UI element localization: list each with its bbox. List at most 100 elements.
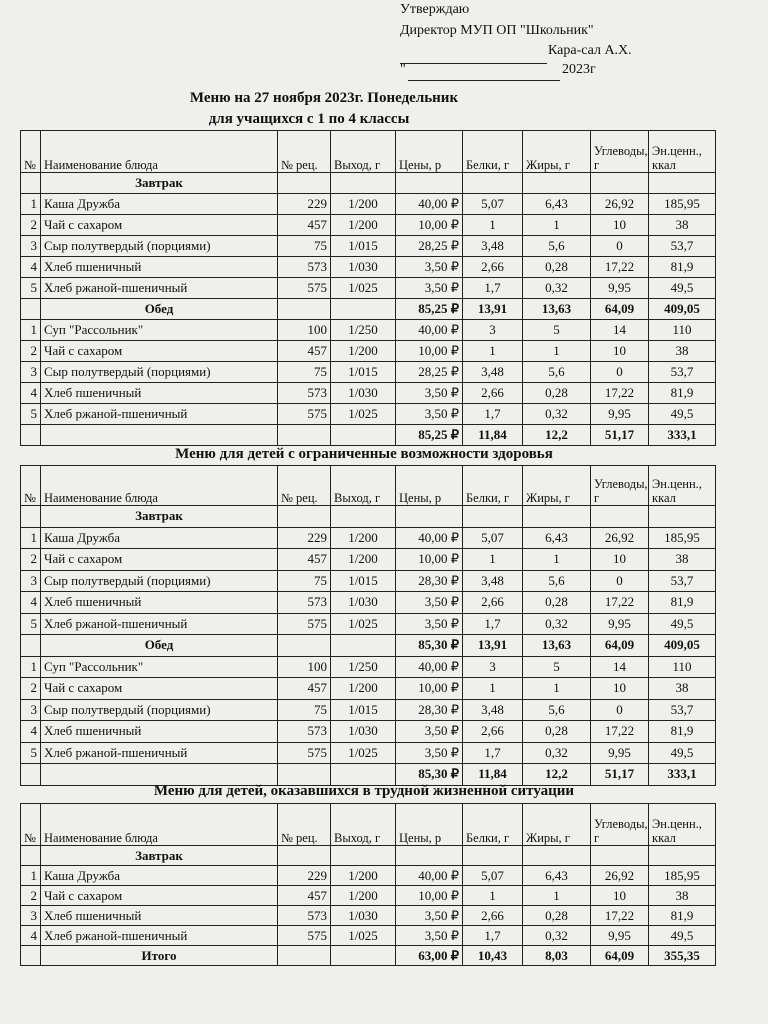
cell: 3 [20, 569, 41, 592]
cell: Итого [40, 945, 278, 966]
cell: Каша Дружба [40, 193, 278, 215]
cell: 75 [277, 569, 331, 592]
header-cell: Цены, р [395, 803, 463, 846]
cell: 100 [277, 655, 331, 678]
header-cell: Выход, г [330, 130, 396, 173]
cell: 0,32 [522, 403, 591, 425]
cell: 81,9 [648, 591, 716, 614]
cell: 3 [20, 235, 41, 257]
cell: Обед [40, 634, 278, 657]
cell: 4 [20, 720, 41, 743]
cell: 9,95 [590, 277, 649, 299]
header-cell: № рец. [277, 465, 331, 506]
cell: 1,7 [462, 277, 523, 299]
cell: Чай с сахаром [40, 214, 278, 236]
header-cell: Эн.ценн., ккал [648, 130, 716, 173]
director-name: Кара-сал А.Х. [548, 43, 632, 58]
cell: 1,7 [462, 741, 523, 764]
cell [20, 298, 41, 320]
cell: Сыр полутвердый (порциями) [40, 235, 278, 257]
cell: Суп "Рассольник" [40, 319, 278, 341]
cell: Хлеб пшеничный [40, 382, 278, 404]
cell [395, 505, 463, 528]
cell: 53,7 [648, 698, 716, 721]
cell: 11,84 [462, 424, 523, 446]
cell [277, 763, 331, 786]
cell: 3 [20, 698, 41, 721]
cell: 49,5 [648, 403, 716, 425]
cell: 5,6 [522, 698, 591, 721]
cell: 5 [20, 277, 41, 299]
cell: 1/030 [330, 905, 396, 926]
cell: 81,9 [648, 720, 716, 743]
cell: Хлеб ржаной-пшеничный [40, 612, 278, 635]
cell: 573 [277, 591, 331, 614]
cell: 1 [20, 319, 41, 341]
cell: 457 [277, 885, 331, 906]
cell: 2,66 [462, 256, 523, 278]
cell: 13,91 [462, 298, 523, 320]
cell: 75 [277, 698, 331, 721]
cell: 1/025 [330, 925, 396, 946]
section-row: Завтрак [20, 172, 716, 194]
cell [40, 424, 278, 446]
header-row: № Наименование блюда № рец. Выход, г Цены, р… [20, 465, 716, 506]
cell: 3,50 ₽ [395, 925, 463, 946]
cell: Обед [40, 298, 278, 320]
cell: 1/015 [330, 569, 396, 592]
cell: 4 [20, 382, 41, 404]
header-cell: № рец. [277, 803, 331, 846]
cell: 1/200 [330, 340, 396, 362]
cell: 12,2 [522, 763, 591, 786]
cell: 5,07 [462, 526, 523, 549]
cell [20, 763, 41, 786]
cell: 28,25 ₽ [395, 361, 463, 383]
item-row: 3 Сыр полутвердый (порциями) 75 1/015 28,30 … [20, 698, 716, 721]
item-row: 1 Каша Дружба 229 1/200 40,00 ₽5,07 6,43 26,92… [20, 865, 716, 886]
cell: 1 [20, 193, 41, 215]
section-row: Обед 85,25 ₽13,91 13,63 64,09 409,05 [20, 298, 716, 320]
cell: 5 [20, 741, 41, 764]
cell: 3 [462, 319, 523, 341]
cell: 5,6 [522, 361, 591, 383]
cell: 3 [462, 655, 523, 678]
cell: 13,91 [462, 634, 523, 657]
cell: Хлеб ржаной-пшеничный [40, 925, 278, 946]
cell: 575 [277, 403, 331, 425]
cell: 1,7 [462, 612, 523, 635]
cell: 8,03 [522, 945, 591, 966]
cell: 6,43 [522, 526, 591, 549]
header-row: № Наименование блюда № рец. Выход, г Цены, р… [20, 130, 716, 173]
cell: 1 [20, 526, 41, 549]
header-cell: Цены, р [395, 465, 463, 506]
cell: 51,17 [590, 763, 649, 786]
cell: Сыр полутвердый (порциями) [40, 569, 278, 592]
cell [40, 763, 278, 786]
cell: 229 [277, 865, 331, 886]
cell: 81,9 [648, 382, 716, 404]
header-cell: № [20, 130, 41, 173]
cell: 85,25 ₽ [395, 298, 463, 320]
cell: 1,7 [462, 403, 523, 425]
cell: 40,00 ₽ [395, 865, 463, 886]
item-row: 1 Каша Дружба 229 1/200 40,00 ₽5,07 6,43 26,92… [20, 193, 716, 215]
cell: 40,00 ₽ [395, 193, 463, 215]
cell: 5 [20, 612, 41, 635]
cell: 53,7 [648, 235, 716, 257]
cell: 3,50 ₽ [395, 905, 463, 926]
cell: 1 [20, 655, 41, 678]
cell: 14 [590, 655, 649, 678]
item-row: 1 Суп "Рассольник" 100 1/250 40,00 ₽3 5 14 110 [20, 319, 716, 341]
cell [20, 634, 41, 657]
item-row: 3 Сыр полутвердый (порциями) 75 1/015 28,25 … [20, 361, 716, 383]
section-row: Завтрак [20, 845, 716, 866]
item-row: 1 Суп "Рассольник" 100 1/250 40,00 ₽3 5 14 110 [20, 655, 716, 678]
cell: 9,95 [590, 925, 649, 946]
cell: Чай с сахаром [40, 885, 278, 906]
cell: 28,30 ₽ [395, 698, 463, 721]
cell: 53,7 [648, 569, 716, 592]
cell: 4 [20, 256, 41, 278]
cell: 1/200 [330, 214, 396, 236]
cell: 1/200 [330, 885, 396, 906]
cell: 457 [277, 677, 331, 700]
